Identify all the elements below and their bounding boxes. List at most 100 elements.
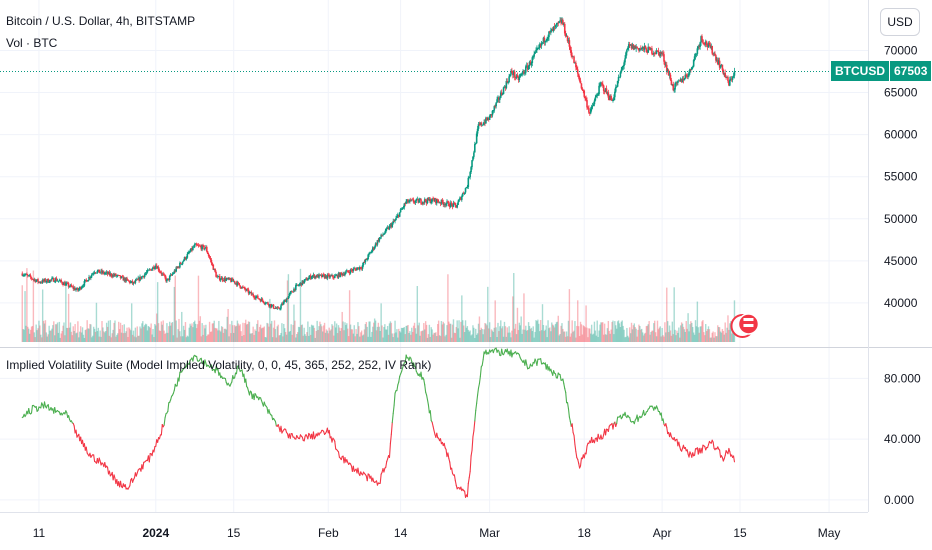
volume-bar: [34, 337, 36, 342]
candle-body: [216, 276, 218, 278]
candle-body: [34, 279, 37, 282]
volume-bar: [313, 327, 316, 342]
candle-body: [328, 274, 331, 278]
volume-bar: [264, 337, 266, 342]
candle-body: [198, 245, 201, 247]
volume-bar: [21, 285, 23, 342]
candle-body: [35, 280, 37, 282]
iv-line-segment: [633, 419, 636, 425]
candle-body: [142, 275, 144, 277]
volume-bar: [216, 328, 218, 342]
volume-bar: [569, 336, 572, 342]
iv-line-segment: [396, 384, 399, 392]
volume-bar: [615, 328, 618, 342]
iv-line-segment: [75, 429, 78, 438]
candle-body: [52, 278, 54, 279]
volume-bar: [33, 332, 36, 342]
candle-body: [283, 300, 286, 302]
volume-bar: [486, 325, 488, 342]
candle-body: [275, 308, 278, 309]
volume-bar: [112, 329, 114, 342]
volume-bar: [419, 335, 421, 342]
candle-body: [536, 48, 538, 50]
volume-bar: [169, 321, 171, 342]
volume-bar: [212, 323, 214, 342]
volume-bar: [278, 335, 280, 342]
volume-bar: [195, 328, 198, 342]
volume-bar: [583, 326, 585, 342]
volume-bar: [641, 328, 643, 342]
candle-body: [88, 276, 90, 281]
volume-bar: [483, 329, 485, 342]
volume-bar: [210, 331, 213, 342]
iv-line-segment: [68, 415, 71, 421]
volume-bar: [680, 322, 683, 342]
volume-bar: [339, 330, 342, 342]
volume-bar: [432, 334, 434, 342]
candle-body: [205, 246, 207, 249]
iv-line-segment: [550, 368, 553, 373]
candle-body: [121, 276, 124, 278]
volume-bar: [504, 326, 507, 342]
iv-line-segment: [453, 474, 456, 482]
volume-bar: [620, 321, 623, 342]
candle-body: [76, 287, 78, 290]
candle-body: [26, 273, 28, 275]
volume-bar: [115, 336, 117, 342]
candle-body: [316, 274, 318, 278]
volume-bar: [131, 334, 134, 342]
volume-bar: [220, 331, 222, 342]
volume-bar: [588, 328, 590, 342]
iv-line-segment: [170, 395, 173, 401]
candle-body: [372, 247, 375, 250]
candle-body: [365, 259, 368, 260]
iv-line-segment: [612, 422, 615, 430]
candle-body: [40, 282, 43, 284]
volume-bar: [451, 324, 454, 342]
candle-body: [229, 278, 231, 280]
iv-line-segment: [28, 408, 31, 414]
volume-bar: [77, 321, 79, 342]
candle-body: [301, 280, 304, 286]
candle-body: [538, 44, 541, 48]
volume-bar: [238, 325, 240, 342]
volume-bar: [515, 334, 518, 342]
time-axis-label: Feb: [318, 526, 339, 540]
volume-bar: [274, 329, 277, 342]
volume-bar: [730, 321, 732, 342]
candle-body: [552, 26, 555, 32]
volume-bar: [643, 333, 646, 342]
candle-body: [201, 245, 203, 250]
volume-bar: [413, 322, 416, 342]
currency-button[interactable]: USD: [880, 8, 920, 36]
volume-bar: [599, 324, 601, 342]
candle-body: [308, 277, 310, 280]
candle-body: [585, 98, 587, 101]
volume-bar: [532, 326, 534, 342]
volume-bar: [520, 316, 522, 342]
candle-body: [277, 307, 280, 309]
candle-body: [25, 273, 27, 275]
volume-bar: [156, 313, 158, 342]
volume-bar: [475, 328, 477, 342]
volume-bar: [578, 336, 581, 342]
volume-bar: [471, 334, 473, 342]
volume-bar: [484, 323, 486, 342]
volume-bar: [463, 332, 466, 342]
candle-body: [589, 108, 592, 114]
volume-bar: [56, 322, 59, 342]
candle-body: [394, 220, 396, 222]
volume-bar: [621, 320, 623, 342]
candle-body: [461, 193, 464, 197]
volume-bar: [678, 327, 680, 342]
candle-body: [60, 279, 63, 282]
volume-bar: [638, 324, 640, 342]
candle-body: [705, 41, 708, 46]
volume-bar: [728, 329, 730, 342]
candle-body: [706, 45, 709, 47]
candle-body: [175, 267, 177, 272]
candle-body: [290, 291, 292, 293]
volume-bar: [602, 322, 604, 342]
volume-bar: [114, 320, 116, 342]
